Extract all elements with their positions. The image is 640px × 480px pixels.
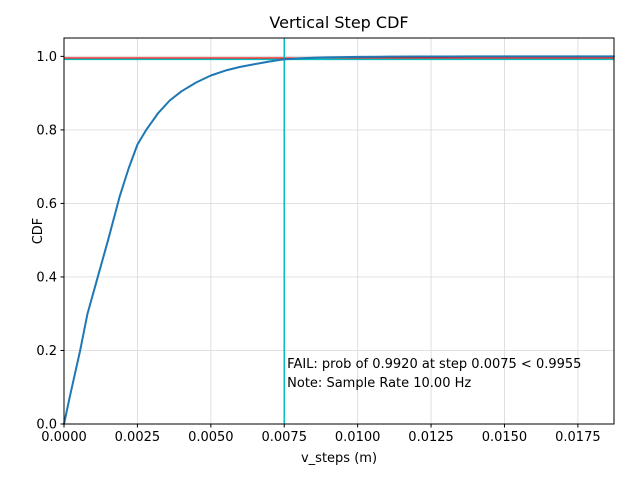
chart-generated-layer: 0.0000 0.0025 0.0050 0.0075 0.0100 0.0125 0.01… (36, 37, 615, 445)
y-tick-label: 0.6 (36, 197, 57, 212)
x-tick-label: 0.0175 (555, 430, 601, 445)
x-tick-label: 0.0025 (115, 430, 161, 445)
plot-border (63, 37, 615, 425)
x-tick-label: 0.0100 (335, 430, 381, 445)
x-axis-label: v_steps (m) (301, 451, 377, 466)
x-tick-label: 0.0150 (482, 430, 528, 445)
fail-annotation: FAIL: prob of 0.9920 at step 0.0075 < 0.… (287, 357, 581, 372)
x-tick-label: 0.0125 (408, 430, 454, 445)
y-tick-label: 0.0 (36, 418, 57, 433)
note-annotation: Note: Sample Rate 10.00 Hz (287, 376, 471, 391)
cdf-curve (63, 55, 615, 425)
y-axis-label: CDF (31, 218, 46, 245)
y-tick-label: 0.8 (36, 123, 57, 138)
y-tick-label: 0.2 (36, 344, 57, 359)
x-tick-label: 0.0000 (41, 430, 87, 445)
x-tick-label: 0.0075 (261, 430, 307, 445)
y-tick-label: 1.0 (36, 50, 57, 65)
y-tick-label: 0.4 (36, 270, 57, 285)
chart-title: Vertical Step CDF (269, 13, 408, 32)
x-tick-label: 0.0050 (188, 430, 234, 445)
